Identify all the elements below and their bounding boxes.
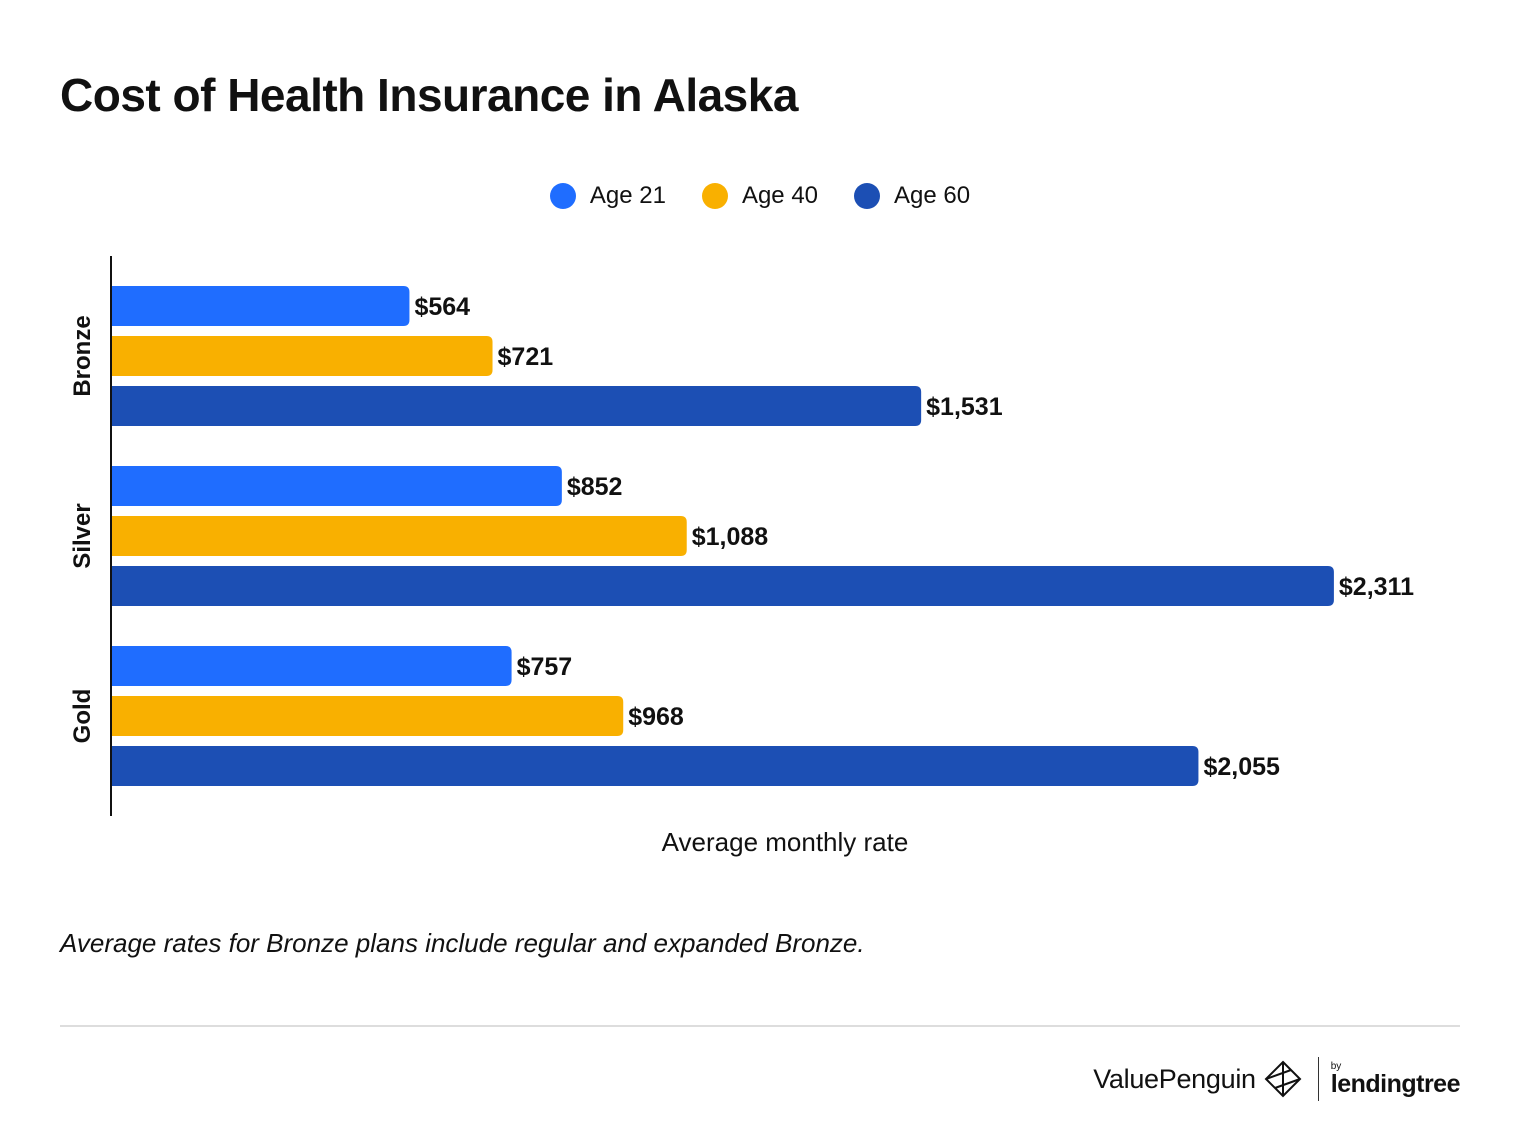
category-label-silver: Silver bbox=[69, 503, 96, 568]
data-label-gold-age-21: $757 bbox=[517, 653, 573, 681]
data-label-silver-age-40: $1,088 bbox=[692, 523, 769, 551]
brand-by-label: by bbox=[1330, 1060, 1342, 1072]
data-label-bronze-age-40: $721 bbox=[498, 343, 554, 371]
bar-silver-age-21 bbox=[111, 466, 562, 506]
legend-swatch-age-60 bbox=[854, 183, 881, 209]
legend-label-age-40: Age 40 bbox=[741, 182, 819, 209]
data-label-gold-age-60: $2,055 bbox=[1203, 753, 1280, 781]
legend-label-age-60: Age 60 bbox=[894, 182, 971, 209]
chart-title: Cost of Health Insurance in Alaska bbox=[60, 69, 798, 121]
legend: Age 21 Age 40 Age 60 bbox=[0, 182, 1520, 210]
lendingtree-wordmark: lendingtree bbox=[1330, 1069, 1461, 1098]
legend-label-age-21: Age 21 bbox=[589, 182, 666, 209]
valuepenguin-logo-icon bbox=[1264, 1060, 1302, 1098]
bar-gold-age-60 bbox=[111, 746, 1199, 786]
legend-item-age-60: Age 60 bbox=[854, 182, 970, 210]
data-label-silver-age-21: $852 bbox=[567, 473, 623, 501]
legend-item-age-40: Age 40 bbox=[701, 182, 819, 210]
bar-bronze-age-60 bbox=[111, 386, 922, 426]
data-label-bronze-age-60: $1,531 bbox=[926, 393, 1003, 421]
x-axis-label: Average monthly rate bbox=[662, 827, 909, 857]
category-label-gold: Gold bbox=[69, 689, 96, 744]
footnote: Average rates for Bronze plans include r… bbox=[60, 928, 865, 958]
data-label-silver-age-60: $2,311 bbox=[1339, 573, 1414, 601]
footer-divider bbox=[60, 1025, 1460, 1027]
bar-bronze-age-40 bbox=[111, 336, 493, 376]
brand-footer: ValuePenguin by lendingtree bbox=[1093, 1056, 1461, 1102]
bar-gold-age-40 bbox=[111, 696, 624, 736]
valuepenguin-wordmark: ValuePenguin bbox=[1093, 1063, 1256, 1094]
brand-separator bbox=[1317, 1057, 1319, 1101]
bar-silver-age-60 bbox=[111, 566, 1334, 606]
legend-swatch-age-40 bbox=[701, 183, 728, 209]
data-label-gold-age-40: $968 bbox=[628, 703, 684, 731]
bar-gold-age-21 bbox=[111, 646, 512, 686]
bar-bronze-age-21 bbox=[111, 286, 410, 326]
legend-swatch-age-21 bbox=[549, 183, 576, 209]
bar-silver-age-40 bbox=[111, 516, 687, 556]
bar-chart: $564 $721 $1,531 Bronze $852 $1,088 $2,311 Silv… bbox=[69, 256, 1414, 857]
data-label-bronze-age-21: $564 bbox=[414, 293, 470, 321]
legend-item-age-21: Age 21 bbox=[549, 182, 666, 210]
lendingtree-logo: by lendingtree bbox=[1330, 1060, 1461, 1098]
category-label-bronze: Bronze bbox=[69, 315, 96, 396]
